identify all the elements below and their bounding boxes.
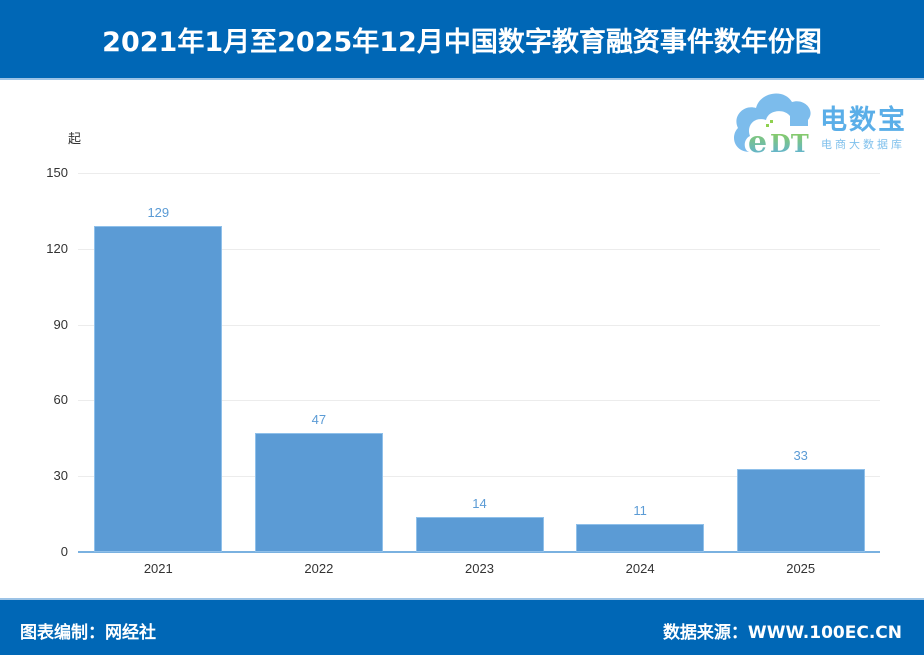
bar-2022[interactable] xyxy=(254,433,383,552)
bar-value-label: 33 xyxy=(793,447,808,463)
bar-2025[interactable] xyxy=(736,468,865,552)
y-axis-unit: 起 xyxy=(68,132,82,147)
bar-chart: 起 0 30 60 90 120 150 129 2021 47 2022 14 2023 11 2024… xyxy=(0,80,924,598)
y-tick-label: 150 xyxy=(46,165,68,180)
chart-title: 2021年1月至2025年12月中国数字教育融资事件数年份图 xyxy=(102,26,822,58)
x-tick-label: 2023 xyxy=(465,561,494,576)
gridline xyxy=(78,476,880,478)
gridline xyxy=(78,173,880,174)
x-tick-label: 2022 xyxy=(304,561,334,576)
gridline xyxy=(78,248,880,250)
title-banner: 2021年1月至2025年12月中国数字教育融资事件数年份图 xyxy=(0,0,924,80)
gridline xyxy=(78,400,880,402)
bar-value-label: 11 xyxy=(633,503,647,519)
y-tick-label: 60 xyxy=(53,392,68,408)
svg-text:DT: DT xyxy=(770,129,809,158)
bar-2021[interactable] xyxy=(94,226,223,552)
bar-value-label: 129 xyxy=(147,205,170,221)
bar-value-label: 47 xyxy=(311,412,327,428)
logo-subtitle: 电商大数据库 xyxy=(821,138,905,151)
cloud-edt-icon: e DT xyxy=(734,93,811,158)
edt-logo: e DT 电数宝 电商大数据库 xyxy=(728,86,918,158)
svg-text:e: e xyxy=(748,125,767,158)
gridline xyxy=(78,324,880,326)
y-tick-label: 30 xyxy=(53,468,68,484)
y-tick-label: 90 xyxy=(53,316,68,332)
footer-banner: 图表编制：网经社 数据来源：WWW.100EC.CN xyxy=(0,598,924,655)
data-source: 数据来源：WWW.100EC.CN xyxy=(662,623,902,643)
bar-value-label: 14 xyxy=(472,495,487,511)
x-tick-label: 2021 xyxy=(143,561,173,576)
x-tick-label: 2025 xyxy=(786,561,816,576)
x-axis-line xyxy=(78,551,880,553)
bar-2023[interactable] xyxy=(415,516,544,552)
logo-name: 电数宝 xyxy=(820,105,907,136)
bar-2024[interactable] xyxy=(576,524,705,552)
chart-credit: 图表编制：网经社 xyxy=(20,623,156,643)
y-tick-label: 0 xyxy=(60,544,68,559)
x-tick-label: 2024 xyxy=(625,561,655,576)
y-tick-label: 120 xyxy=(46,240,68,256)
